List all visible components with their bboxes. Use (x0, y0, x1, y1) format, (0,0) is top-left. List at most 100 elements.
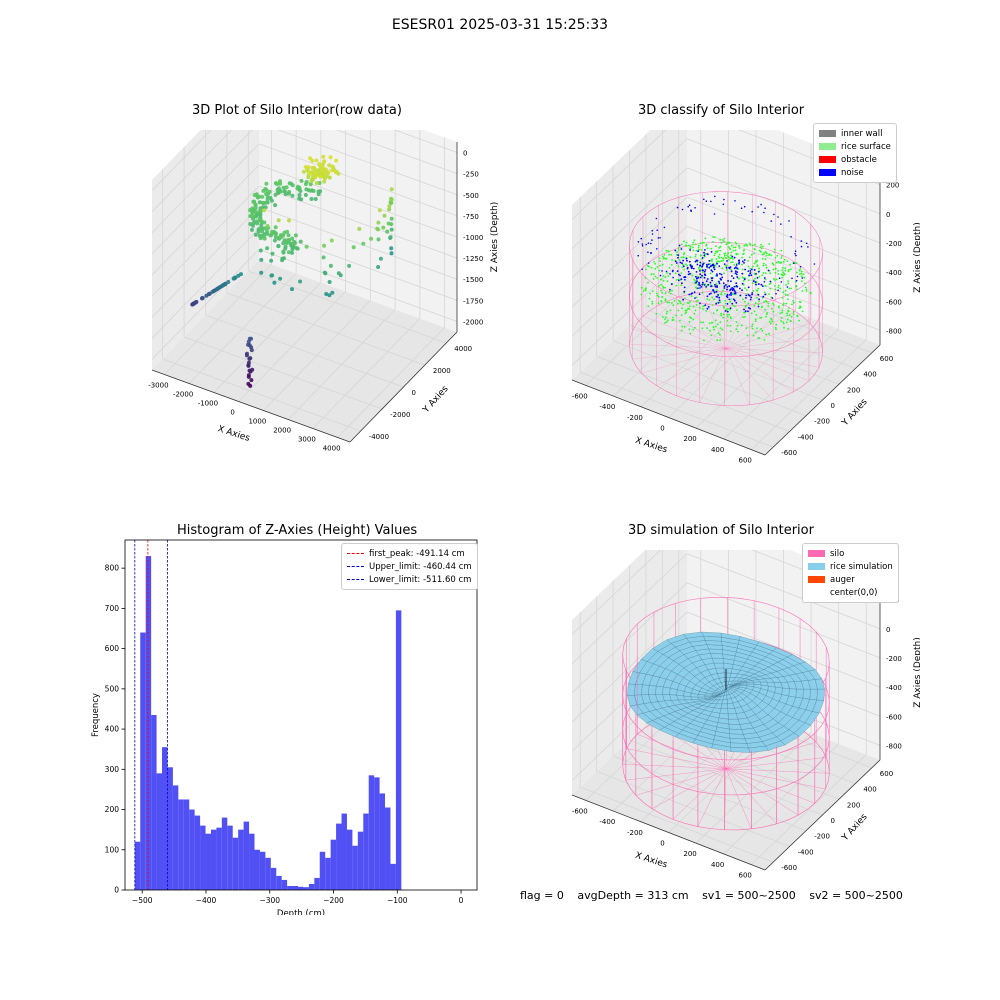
histogram-bar (221, 817, 228, 890)
data-point (334, 158, 339, 163)
rice-surface-point (734, 241, 737, 244)
rice-surface-point (715, 258, 718, 260)
noise-point (780, 281, 783, 283)
noise-point (697, 250, 699, 253)
rice-surface-point (649, 292, 651, 295)
rice-surface-point (697, 246, 700, 249)
rice-surface-point (769, 322, 772, 325)
x-tick-label: -400 (599, 403, 615, 411)
noise-point (651, 239, 653, 241)
rice-surface-patch (728, 719, 741, 725)
rice-surface-point (694, 255, 697, 258)
rice-surface-point (787, 280, 789, 283)
x-axis-label: Depth (cm) (277, 909, 325, 915)
x-tick-label: -200 (627, 829, 643, 837)
rice-surface-point (722, 313, 725, 316)
data-point (377, 208, 382, 213)
rice-surface-point (755, 260, 757, 262)
histogram-bar (319, 851, 326, 890)
rice-surface-point (715, 250, 717, 253)
histogram-bar (140, 632, 146, 890)
data-point (287, 181, 292, 186)
raw-scatter-3d: -3000 -2000 -1000 0 1000 2000 3000 4000 -4000 -20… (148, 130, 500, 453)
data-point (297, 193, 302, 197)
rice-surface-point (747, 302, 750, 305)
rice-surface-point (692, 328, 695, 331)
rice-surface-point (719, 339, 722, 341)
rice-surface-patch (655, 685, 664, 695)
rice-surface-point (652, 278, 655, 280)
rice-surface-point (711, 321, 714, 324)
data-point (298, 239, 303, 244)
histogram-bar (395, 610, 402, 890)
noise-point (641, 268, 643, 271)
data-point (329, 168, 334, 173)
noise-point (722, 203, 725, 206)
x-tick-label: 1000 (248, 418, 266, 426)
noise-point (728, 298, 730, 301)
data-point (263, 187, 268, 191)
silo-floor-spoke (725, 291, 728, 349)
noise-point (692, 267, 695, 270)
rice-surface-point (761, 253, 764, 256)
noise-point (715, 291, 718, 293)
rice-surface-point (729, 300, 731, 303)
histogram-bar (162, 747, 168, 890)
data-point (298, 279, 303, 284)
noise-point (684, 278, 686, 281)
rice-surface-patch (719, 708, 729, 715)
noise-point (688, 293, 691, 296)
y-tick-label: 400 (105, 725, 120, 734)
y-tick-label: 600 (105, 644, 120, 653)
rice-surface-point (772, 268, 775, 271)
noise-point (637, 254, 639, 257)
noise-point (694, 207, 696, 209)
noise-point (763, 277, 766, 279)
rice-surface-point (750, 253, 753, 256)
noise-point (699, 261, 702, 264)
z-tick-label: -200 (886, 655, 902, 663)
data-point (262, 220, 267, 225)
rice-surface-point (720, 256, 723, 259)
rice-surface-point (690, 295, 693, 297)
histogram-bar (243, 821, 250, 890)
rice-surface-point (762, 253, 765, 256)
noise-point (695, 271, 698, 273)
rice-surface-point (729, 316, 732, 319)
data-point (287, 218, 291, 223)
data-point (318, 174, 323, 179)
rice-surface-point (799, 301, 802, 304)
noise-point (650, 252, 652, 255)
rice-surface-point (677, 265, 680, 268)
grid-line (162, 358, 361, 432)
rice-surface-point (721, 328, 724, 331)
rice-surface-point (685, 263, 687, 266)
rice-surface-point (665, 316, 667, 319)
rice-surface-point (722, 289, 724, 292)
noise-point (761, 285, 764, 287)
rice-surface-point (661, 291, 663, 294)
rice-surface-patch (697, 694, 706, 698)
rice-surface-point (646, 264, 649, 267)
rice-surface-point (658, 269, 661, 272)
rice-surface-point (711, 296, 714, 299)
rice-surface-point (768, 332, 770, 335)
data-point (267, 189, 272, 194)
rice-surface-point (764, 272, 767, 274)
rice-surface-point (755, 313, 758, 316)
histogram-bar (352, 845, 358, 890)
grid-line (151, 130, 253, 234)
z-tick-label: -400 (886, 269, 902, 277)
rice-surface-point (699, 321, 702, 324)
noise-point (703, 254, 706, 257)
rice-surface-point (758, 275, 761, 278)
rice-surface-point (681, 263, 684, 266)
noise-point (699, 287, 701, 289)
rice-surface-point (648, 297, 651, 300)
rice-surface-point (764, 258, 767, 261)
data-point (314, 158, 319, 163)
rice-surface-patch (711, 657, 724, 664)
rice-surface-patch (662, 686, 671, 695)
noise-point (716, 274, 718, 277)
legend-item-inner-wall: inner wall (819, 127, 891, 140)
